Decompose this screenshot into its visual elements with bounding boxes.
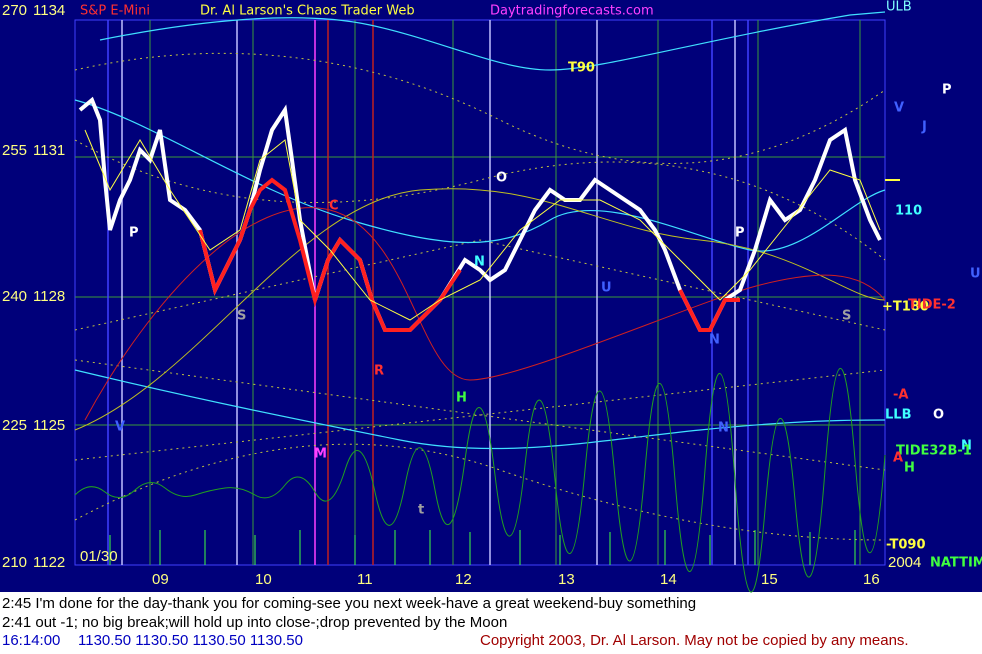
hour-label: 11 bbox=[357, 571, 373, 588]
annotation: O bbox=[496, 171, 507, 186]
annotation: +T180 bbox=[882, 300, 929, 315]
annotation: TIDE32B-1 bbox=[896, 444, 972, 459]
quote-time: 16:14:00 bbox=[2, 632, 60, 649]
band-label: ULB bbox=[886, 0, 912, 15]
axis-label: 225 bbox=[2, 417, 27, 434]
axis-label: 1131 bbox=[33, 142, 65, 159]
time-mode: NATTIME bbox=[930, 556, 982, 571]
annotation: N bbox=[709, 333, 720, 348]
axis-label: 240 bbox=[2, 288, 27, 305]
annotation: S bbox=[237, 309, 246, 324]
cycle-curves bbox=[74, 52, 886, 541]
annotation: V bbox=[894, 101, 904, 116]
message: 2:45 I'm done for the day-thank you for … bbox=[2, 595, 696, 612]
axis-label: 1128 bbox=[33, 288, 65, 305]
plot bbox=[74, 11, 900, 593]
year-label: 2004 bbox=[888, 554, 921, 571]
annotation: C bbox=[329, 199, 339, 214]
date-label: 01/30 bbox=[80, 548, 118, 565]
axis-label: 255 bbox=[2, 142, 27, 159]
trend-line bbox=[74, 188, 886, 431]
bands bbox=[74, 11, 886, 450]
annotation: P bbox=[129, 226, 139, 241]
annotation: TIDE-2 bbox=[908, 298, 956, 313]
instrument: S&P E-Mini bbox=[80, 4, 150, 19]
message-area bbox=[0, 592, 982, 650]
annotation: A bbox=[893, 451, 903, 466]
hour-label: 14 bbox=[660, 571, 677, 588]
annotation: J bbox=[921, 120, 927, 135]
message: 2:41 out -1; no big break;will hold up i… bbox=[2, 614, 507, 631]
annotation: R bbox=[374, 364, 384, 379]
axis-label: 1125 bbox=[33, 417, 65, 434]
oscillator bbox=[74, 368, 886, 593]
annotation: N bbox=[961, 439, 972, 454]
annotation: V bbox=[115, 420, 125, 435]
annotation: N bbox=[474, 255, 485, 270]
tide-spikes bbox=[109, 530, 856, 565]
moving-line bbox=[84, 207, 886, 421]
axis-label: 210 bbox=[2, 554, 27, 571]
price-bars bbox=[78, 96, 882, 332]
hour-label: 12 bbox=[455, 571, 472, 588]
hour-label: 09 bbox=[152, 571, 169, 588]
price-bars-down bbox=[198, 177, 462, 332]
chart-background bbox=[0, 0, 982, 592]
grid bbox=[75, 20, 885, 565]
annotation: T90 bbox=[568, 61, 595, 76]
annotation: LLB bbox=[885, 408, 911, 423]
annotation: -T090 bbox=[886, 538, 926, 553]
hour-label: 13 bbox=[558, 571, 575, 588]
plot-frame bbox=[74, 19, 886, 566]
price-bars-down bbox=[678, 289, 740, 332]
annotation: -A bbox=[893, 388, 908, 403]
annotation: N bbox=[718, 421, 729, 436]
website: Daytradingforecasts.com bbox=[490, 4, 654, 19]
annotation: O bbox=[933, 408, 944, 423]
title: Dr. Al Larson's Chaos Trader Web bbox=[200, 4, 415, 19]
annotation: M bbox=[314, 447, 327, 462]
annotations: P S C R M t H N O U T90 P S N V J P 110 … bbox=[115, 61, 981, 553]
annotation: P bbox=[942, 83, 952, 98]
annotation: U bbox=[970, 267, 981, 282]
annotation: t bbox=[418, 503, 424, 518]
hour-label: 10 bbox=[255, 571, 272, 588]
copyright: Copyright 2003, Dr. Al Larson. May not b… bbox=[480, 632, 909, 649]
hour-label: 16 bbox=[863, 571, 880, 588]
annotation: U bbox=[601, 281, 612, 296]
annotation: 110 bbox=[895, 204, 922, 219]
annotation: H bbox=[904, 461, 915, 476]
annotation: P bbox=[735, 226, 745, 241]
axis-label: 1122 bbox=[33, 554, 65, 571]
quote: 1130.50 1130.50 1130.50 1130.50 bbox=[78, 632, 303, 649]
annotation: S bbox=[842, 309, 851, 324]
hour-label: 15 bbox=[761, 571, 778, 588]
average-line bbox=[84, 129, 881, 321]
axis-label: 270 bbox=[2, 2, 27, 19]
annotation: H bbox=[456, 391, 467, 406]
axis-label: 1134 bbox=[33, 2, 65, 19]
